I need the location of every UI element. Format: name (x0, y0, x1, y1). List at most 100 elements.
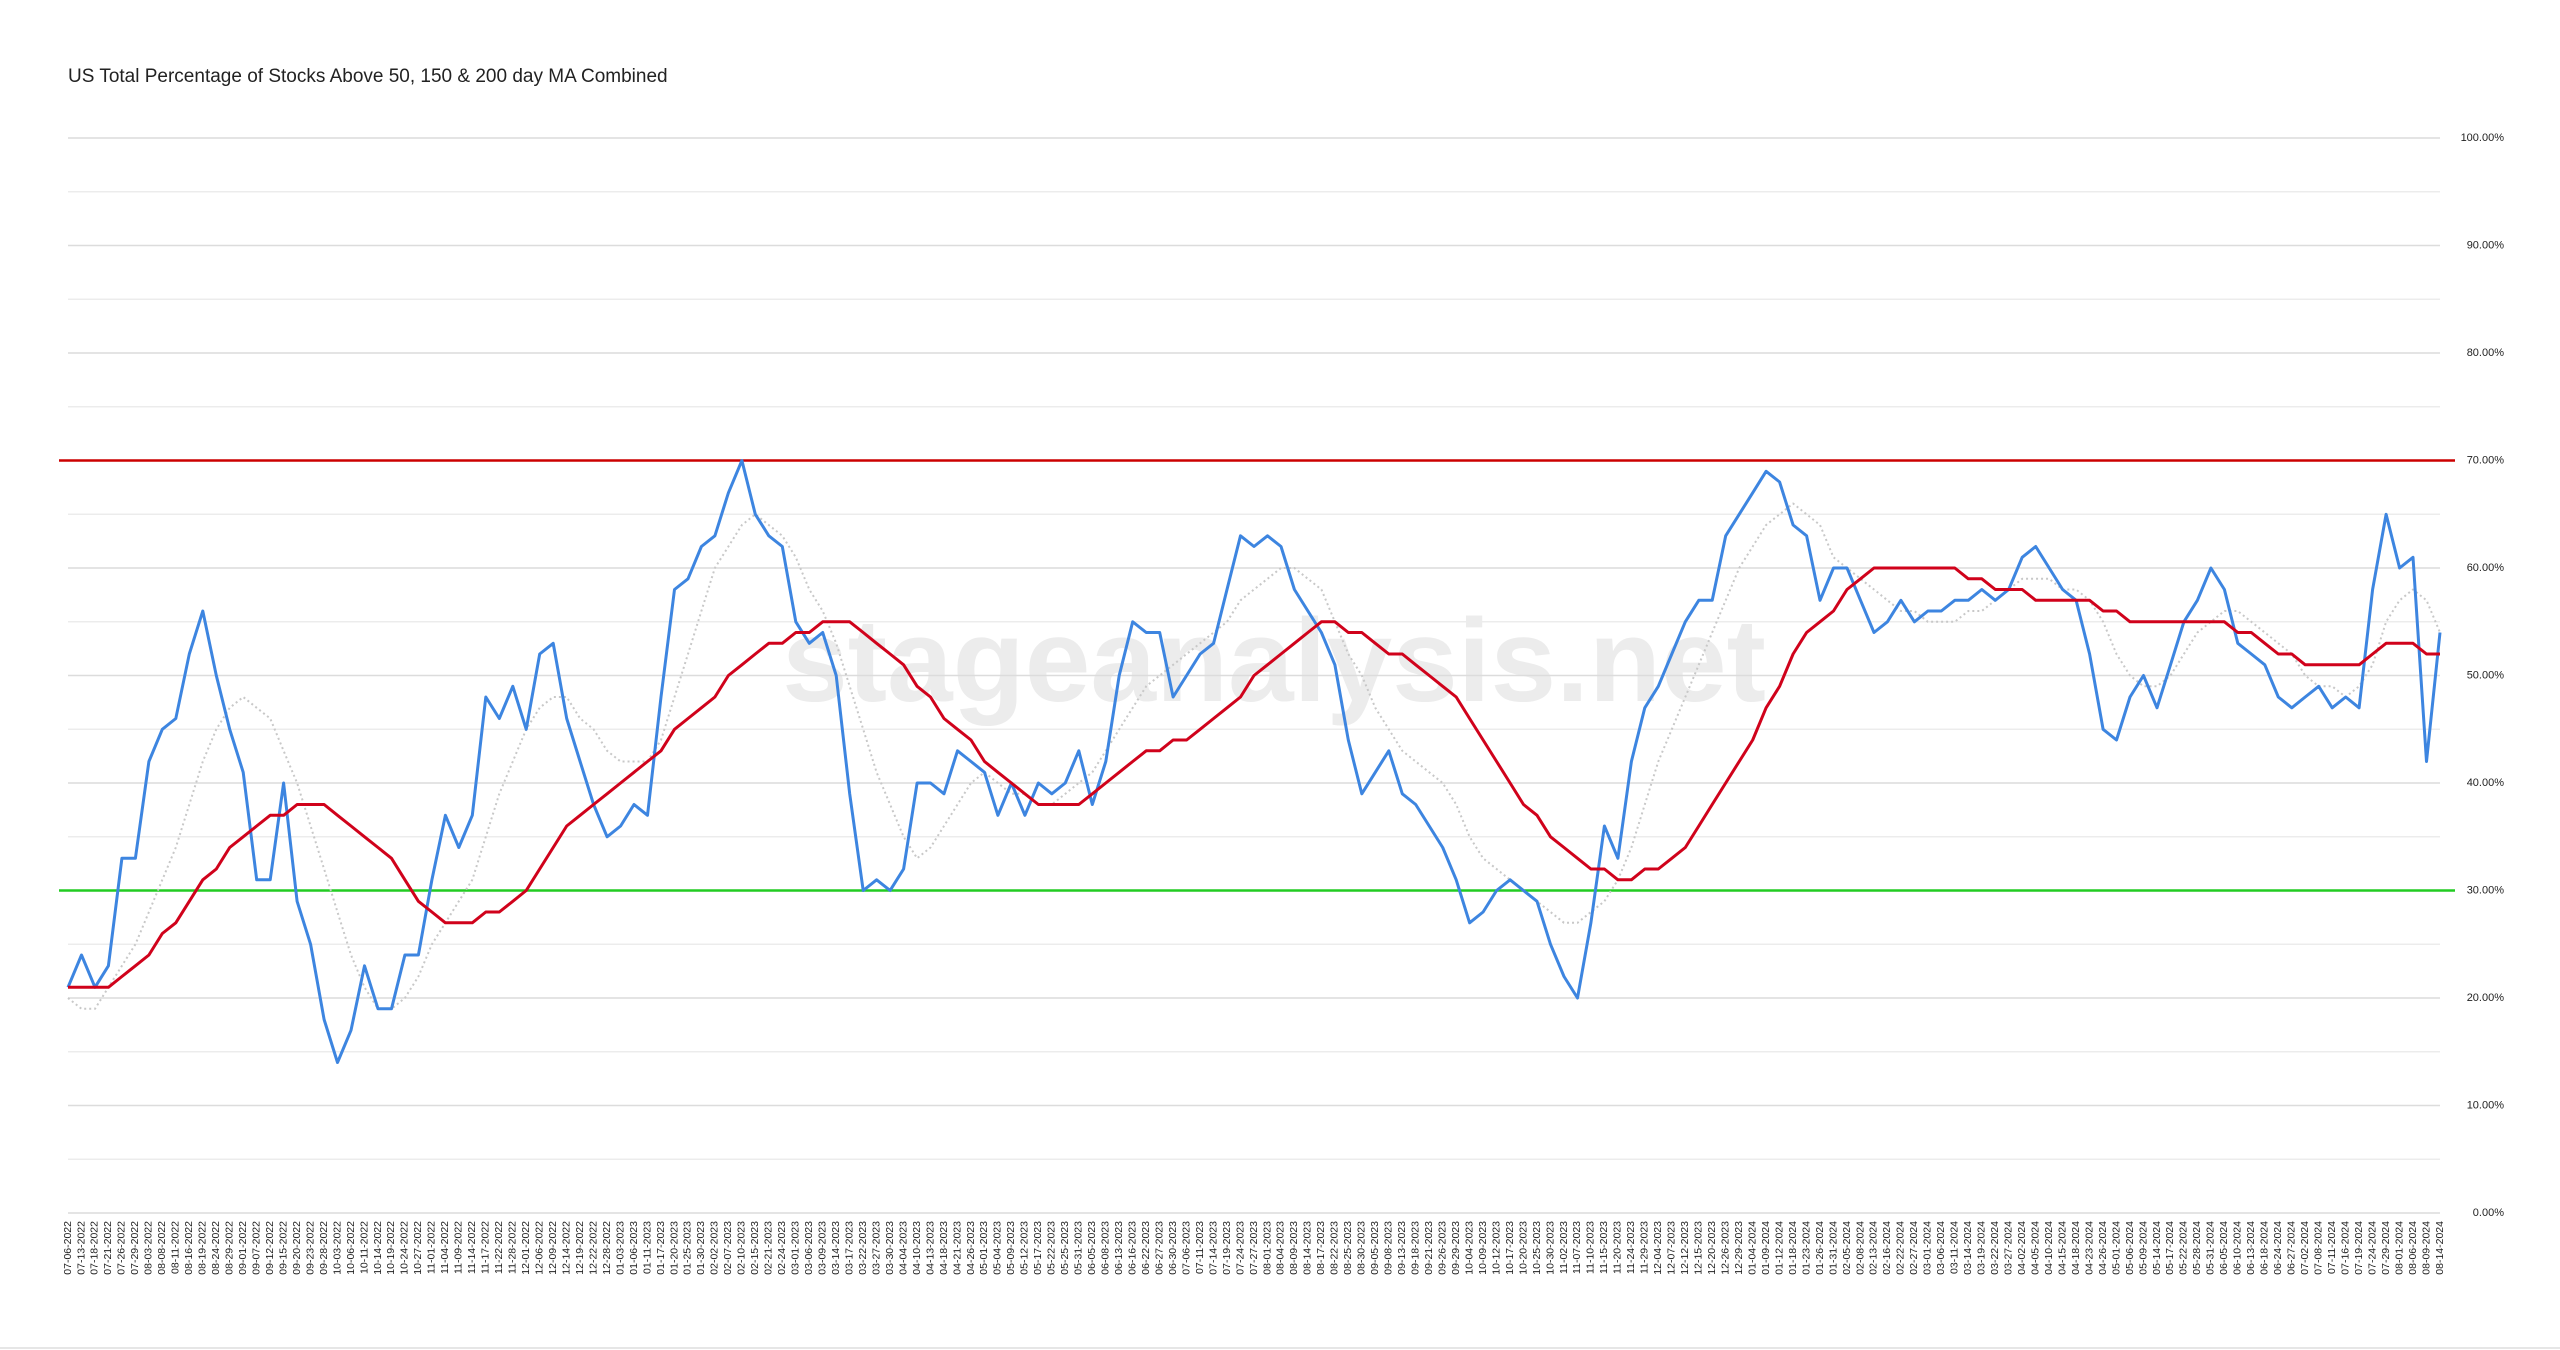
x-tick-label: 02-08-2024 (1854, 1221, 1866, 1275)
x-tick-label: 07-06-2022 (62, 1221, 74, 1275)
x-tick-label: 09-08-2023 (1383, 1221, 1395, 1275)
x-tick-label: 11-15-2023 (1598, 1221, 1610, 1274)
x-tick-label: 12-26-2023 (1719, 1221, 1731, 1275)
x-tick-label: 07-19-2024 (2353, 1221, 2365, 1275)
x-tick-label: 08-17-2023 (1315, 1221, 1327, 1275)
y-tick-label: 60.00% (2467, 562, 2505, 574)
x-tick-label: 07-02-2024 (2299, 1221, 2311, 1275)
x-tick-label: 08-09-2023 (1288, 1221, 1300, 1275)
x-tick-label: 08-09-2024 (2420, 1221, 2432, 1275)
x-tick-label: 04-18-2023 (938, 1221, 950, 1275)
x-tick-label: 07-21-2022 (102, 1221, 114, 1275)
x-tick-label: 12-19-2022 (574, 1221, 586, 1275)
x-tick-label: 02-21-2023 (763, 1221, 775, 1275)
x-tick-label: 05-28-2024 (2191, 1221, 2203, 1275)
x-tick-label: 12-15-2023 (1693, 1221, 1705, 1275)
x-tick-label: 04-10-2024 (2043, 1221, 2055, 1275)
x-tick-label: 08-19-2022 (197, 1221, 209, 1275)
x-tick-label: 09-18-2023 (1410, 1221, 1422, 1275)
x-tick-label: 12-04-2023 (1652, 1221, 1664, 1275)
x-tick-label: 10-04-2023 (1463, 1221, 1475, 1275)
x-tick-label: 06-13-2023 (1113, 1221, 1125, 1275)
x-tick-label: 02-10-2023 (736, 1221, 748, 1275)
x-tick-label: 06-05-2023 (1086, 1221, 1098, 1275)
x-tick-label: 02-02-2023 (709, 1221, 721, 1275)
x-tick-label: 08-22-2023 (1329, 1221, 1341, 1275)
x-tick-label: 11-10-2023 (1585, 1221, 1597, 1274)
y-tick-label: 50.00% (2467, 669, 2505, 681)
x-tick-label: 06-10-2024 (2232, 1221, 2244, 1275)
x-tick-label: 08-01-2023 (1261, 1221, 1273, 1275)
x-tick-label: 01-09-2024 (1760, 1221, 1772, 1275)
x-tick-label: 03-06-2024 (1935, 1221, 1947, 1275)
x-tick-label: 08-24-2022 (210, 1221, 222, 1275)
x-tick-label: 03-22-2023 (857, 1221, 869, 1275)
x-tick-label: 07-16-2024 (2339, 1221, 2351, 1275)
x-tick-label: 05-01-2023 (978, 1221, 990, 1275)
x-tick-label: 04-04-2023 (897, 1221, 909, 1275)
x-tick-label: 10-03-2022 (331, 1221, 343, 1275)
x-tick-label: 12-06-2022 (533, 1221, 545, 1275)
x-tick-label: 05-06-2024 (2124, 1221, 2136, 1275)
x-tick-label: 07-11-2024 (2326, 1221, 2338, 1274)
chart-title: US Total Percentage of Stocks Above 50, … (68, 66, 668, 87)
x-tick-label: 01-06-2023 (628, 1221, 640, 1275)
x-tick-label: 03-17-2023 (843, 1221, 855, 1275)
series-line (66, 459, 2442, 1064)
x-tick-label: 05-17-2024 (2164, 1221, 2176, 1275)
x-tick-label: 08-06-2024 (2407, 1221, 2419, 1275)
x-tick-label: 10-30-2023 (1544, 1221, 1556, 1275)
x-tick-label: 04-13-2023 (924, 1221, 936, 1275)
y-tick-label: 40.00% (2467, 777, 2505, 789)
x-tick-label: 08-25-2023 (1342, 1221, 1354, 1275)
x-tick-label: 04-23-2024 (2083, 1221, 2095, 1275)
x-tick-label: 04-21-2023 (951, 1221, 963, 1275)
x-tick-label: 06-18-2024 (2259, 1221, 2271, 1275)
x-tick-label: 05-17-2023 (1032, 1221, 1044, 1275)
x-tick-label: 09-07-2022 (250, 1221, 262, 1275)
x-tick-label: 09-23-2022 (304, 1221, 316, 1275)
x-tick-label: 01-17-2023 (655, 1221, 667, 1275)
y-tick-label: 10.00% (2467, 1099, 2505, 1111)
x-tick-label: 09-21-2023 (1423, 1221, 1435, 1275)
x-tick-label: 10-12-2023 (1490, 1221, 1502, 1275)
x-tick-label: 07-18-2022 (89, 1221, 101, 1275)
x-tick-label: 06-27-2023 (1153, 1221, 1165, 1275)
x-tick-label: 04-15-2024 (2056, 1221, 2068, 1275)
x-tick-label: 10-06-2022 (345, 1221, 357, 1275)
x-tick-label: 11-04-2022 (439, 1221, 451, 1274)
x-tick-label: 05-12-2023 (1019, 1221, 1031, 1275)
x-tick-label: 10-25-2023 (1531, 1221, 1543, 1275)
x-tick-label: 09-12-2022 (264, 1221, 276, 1275)
x-tick-label: 01-11-2023 (641, 1221, 653, 1274)
x-tick-label: 08-14-2024 (2434, 1221, 2446, 1275)
x-tick-label: 10-09-2023 (1477, 1221, 1489, 1275)
x-tick-label: 01-26-2024 (1814, 1221, 1826, 1275)
x-tick-label: 08-04-2023 (1275, 1221, 1287, 1275)
x-tick-label: 01-18-2024 (1787, 1221, 1799, 1275)
x-tick-label: 06-05-2024 (2218, 1221, 2230, 1275)
x-tick-label: 08-16-2022 (183, 1221, 195, 1275)
x-tick-label: 01-23-2024 (1800, 1221, 1812, 1275)
x-tick-label: 06-22-2023 (1140, 1221, 1152, 1275)
x-tick-label: 10-17-2023 (1504, 1221, 1516, 1275)
x-tick-label: 02-07-2023 (722, 1221, 734, 1275)
x-tick-label: 11-24-2023 (1625, 1221, 1637, 1274)
x-tick-label: 02-27-2024 (1908, 1221, 1920, 1275)
series-line (68, 566, 2440, 989)
x-tick-label: 03-27-2023 (870, 1221, 882, 1275)
x-tick-label: 08-11-2022 (170, 1221, 182, 1274)
x-tick-label: 05-14-2024 (2151, 1221, 2163, 1275)
x-tick-label: 07-24-2024 (2366, 1221, 2378, 1275)
x-tick-label: 01-12-2024 (1773, 1221, 1785, 1275)
x-tick-label: 05-31-2024 (2205, 1221, 2217, 1275)
x-tick-label: 06-16-2023 (1126, 1221, 1138, 1275)
x-tick-label: 05-31-2023 (1073, 1221, 1085, 1275)
x-tick-label: 01-04-2024 (1746, 1221, 1758, 1275)
x-tick-label: 02-16-2024 (1881, 1221, 1893, 1275)
x-tick-label: 09-13-2023 (1396, 1221, 1408, 1275)
x-tick-label: 11-29-2023 (1639, 1221, 1651, 1274)
x-tick-label: 11-20-2023 (1612, 1221, 1624, 1274)
x-tick-label: 10-24-2022 (399, 1221, 411, 1275)
x-tick-label: 07-08-2024 (2312, 1221, 2324, 1275)
